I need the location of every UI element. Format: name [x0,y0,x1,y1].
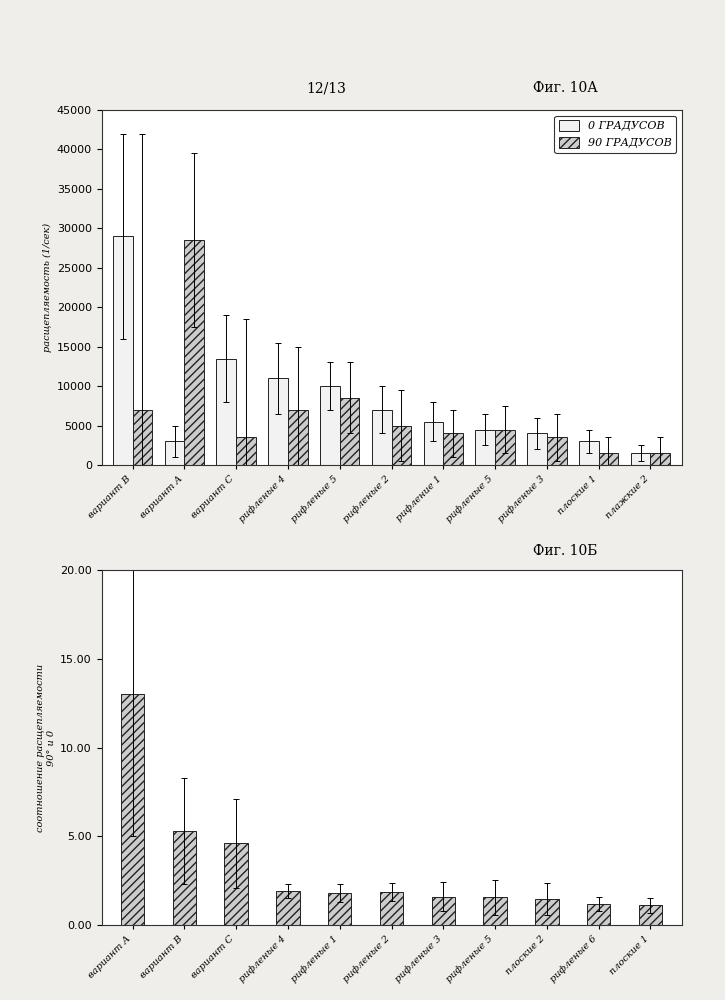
Bar [476,430,495,465]
Bar [423,422,443,465]
Bar [165,441,184,465]
Bar [579,441,599,465]
Bar [547,437,566,465]
Text: Фиг. 10Б: Фиг. 10Б [534,544,597,558]
Bar [276,891,299,925]
Y-axis label: расщепляемость (1/сек): расщепляемость (1/сек) [44,223,52,352]
Bar [392,426,411,465]
Bar [631,453,650,465]
Bar [443,433,463,465]
Bar [639,905,662,925]
Bar [288,410,307,465]
Bar [236,437,256,465]
Bar [650,453,670,465]
Text: 12/13: 12/13 [306,81,347,95]
Bar [121,694,144,925]
Bar [173,831,196,925]
Bar [535,899,558,925]
Bar [328,893,352,925]
Bar [113,236,133,465]
Bar [340,398,360,465]
Legend: 0 ГРАДУСОВ, 90 ГРАДУСОВ: 0 ГРАДУСОВ, 90 ГРАДУСОВ [555,116,676,153]
Bar [484,897,507,925]
Bar [133,410,152,465]
Bar [372,410,392,465]
Bar [225,843,248,925]
Bar [431,897,455,925]
Bar [320,386,340,465]
Bar [268,378,288,465]
Text: Фиг. 10А: Фиг. 10А [533,81,598,95]
Bar [599,453,618,465]
Bar [217,359,236,465]
Y-axis label: соотношение расщепляемости
90° и 0: соотношение расщепляемости 90° и 0 [36,663,56,832]
Bar [587,904,610,925]
Bar [380,892,403,925]
Bar [184,240,204,465]
Bar [495,430,515,465]
Bar [527,433,547,465]
